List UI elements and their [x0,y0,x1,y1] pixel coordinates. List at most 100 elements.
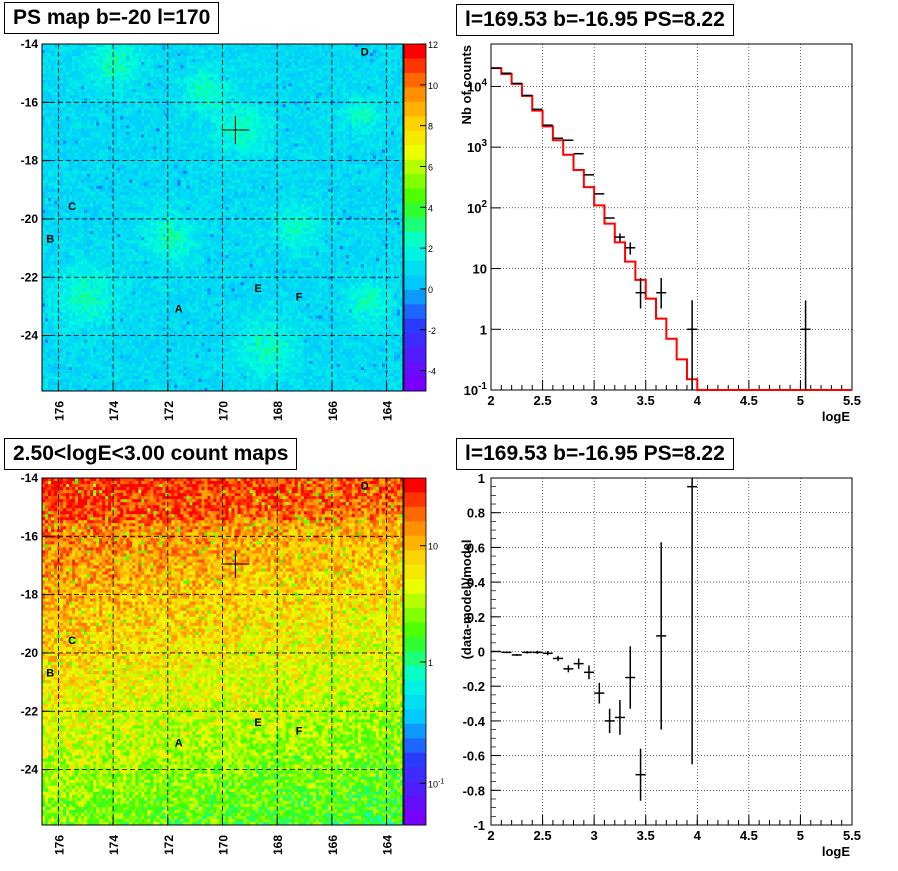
heatmap-cell [346,101,349,104]
heatmap-cell [81,71,84,74]
heatmap-cell [72,125,75,128]
heatmap-cell [174,165,177,168]
heatmap-cell [117,86,120,89]
heatmap-cell [223,65,226,68]
heatmap-cell [394,122,397,125]
heatmap-cell [304,95,307,98]
heatmap-cell [364,89,367,92]
heatmap-cell [232,135,235,138]
heatmap-cell [171,116,174,119]
heatmap-cell [180,80,183,83]
heatmap-cell [301,128,304,131]
heatmap-cell [304,107,307,110]
heatmap-cell [295,92,298,95]
heatmap-cell [280,138,283,141]
heatmap-cell [319,162,322,165]
heatmap-cell [301,101,304,104]
heatmap-cell [229,56,232,59]
heatmap-cell [66,168,69,171]
heatmap-cell [295,122,298,125]
heatmap-cell [162,110,165,113]
heatmap-cell [382,74,385,77]
heatmap-cell [265,104,268,107]
heatmap-cell [331,113,334,116]
heatmap-cell [174,144,177,147]
heatmap-cell [180,122,183,125]
heatmap-cell [120,147,123,150]
heatmap-cell [177,165,180,168]
heatmap-cell [226,165,229,168]
heatmap-cell [226,77,229,80]
heatmap-cell [247,150,250,153]
heatmap-cell [346,89,349,92]
heatmap-cell [301,141,304,144]
heatmap-cell [304,101,307,104]
heatmap-cell [153,95,156,98]
heatmap-cell [156,132,159,135]
heatmap-cell [129,165,132,168]
heatmap-cell [283,141,286,144]
heatmap-cell [274,89,277,92]
heatmap-cell [262,165,265,168]
heatmap-cell [186,77,189,80]
heatmap-cell [198,56,201,59]
heatmap-cell [397,77,400,80]
heatmap-cell [271,101,274,104]
heatmap-cell [292,71,295,74]
heatmap-cell [340,107,343,110]
heatmap-cell [310,80,313,83]
heatmap-cell [310,128,313,131]
heatmap-cell [367,86,370,89]
heatmap-cell [349,59,352,62]
heatmap-cell [352,80,355,83]
heatmap-cell [99,153,102,156]
heatmap-cell [51,56,54,59]
heatmap-cell [198,153,201,156]
heatmap-cell [388,104,391,107]
heatmap-cell [388,53,391,56]
heatmap-cell [388,101,391,104]
heatmap-cell [72,47,75,50]
heatmap-cell [141,101,144,104]
heatmap-cell [256,132,259,135]
heatmap-cell [114,132,117,135]
heatmap-cell [204,83,207,86]
heatmap-cell [346,110,349,113]
heatmap-cell [69,47,72,50]
heatmap-cell [289,122,292,125]
heatmap-cell [207,65,210,68]
heatmap-cell [313,104,316,107]
heatmap-cell [247,122,250,125]
heatmap-cell [289,98,292,101]
heatmap-cell [96,119,99,122]
heatmap-cell [385,153,388,156]
heatmap-cell [391,119,394,122]
heatmap-cell [141,119,144,122]
heatmap-cell [262,71,265,74]
heatmap-cell [241,168,244,171]
heatmap-cell [54,113,57,116]
heatmap-cell [394,74,397,77]
heatmap-cell [165,53,168,56]
heatmap-cell [355,153,358,156]
heatmap-cell [93,147,96,150]
heatmap-cell [210,53,213,56]
heatmap-cell [232,83,235,86]
heatmap-cell [310,104,313,107]
heatmap-cell [117,122,120,125]
heatmap-cell [397,53,400,56]
heatmap-cell [265,165,268,168]
heatmap-cell [159,44,162,47]
heatmap-cell [322,116,325,119]
heatmap-cell [66,98,69,101]
heatmap-cell [325,80,328,83]
heatmap-cell [370,47,373,50]
heatmap-cell [394,83,397,86]
heatmap-cell [216,44,219,47]
heatmap-cell [165,98,168,101]
heatmap-cell [210,101,213,104]
heatmap-cell [90,168,93,171]
heatmap-cell [334,156,337,159]
heatmap-cell [334,110,337,113]
heatmap-cell [334,98,337,101]
